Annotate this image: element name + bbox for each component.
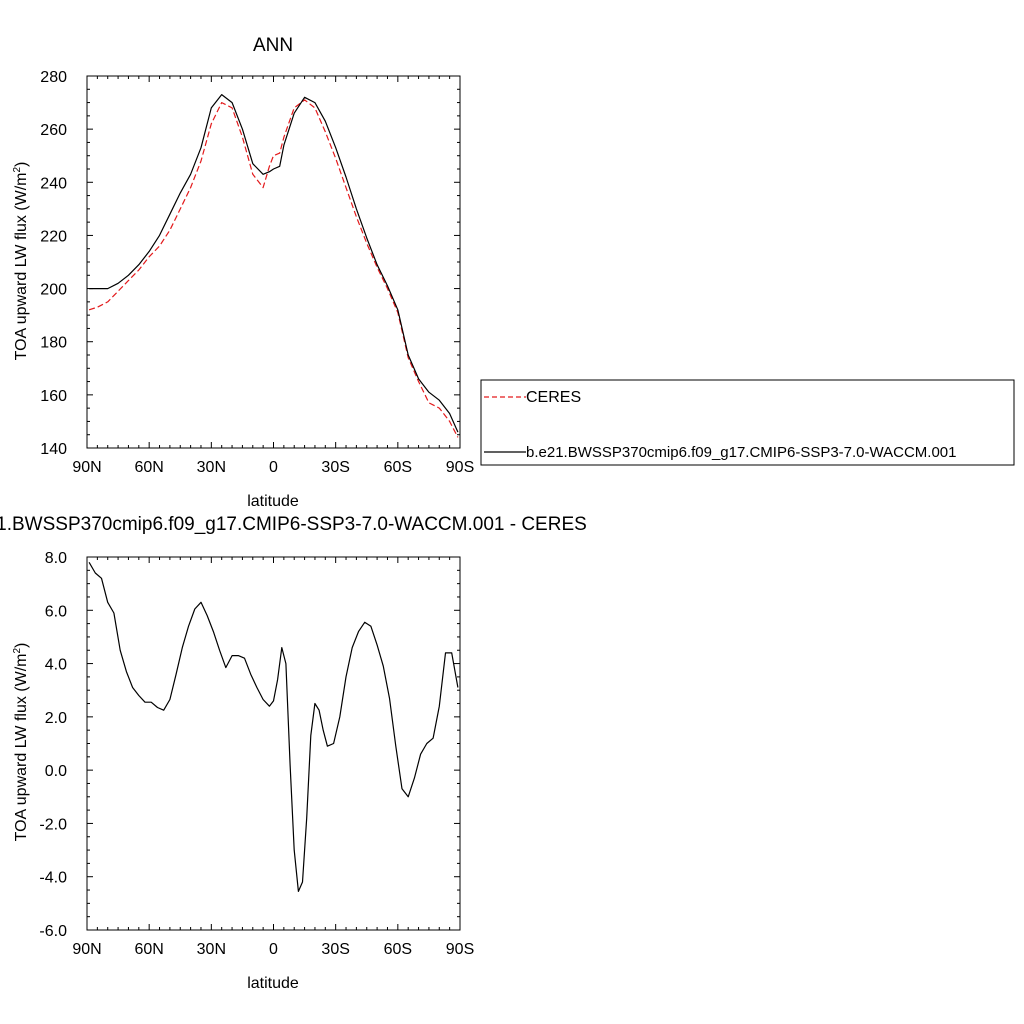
- series-line-bottom-0: [88, 561, 459, 893]
- x-tick-label: 60S: [384, 941, 412, 958]
- chart-top-ylabel-sup: 2: [12, 167, 23, 173]
- chart-bottom-ylabel-sup: 2: [12, 648, 23, 654]
- x-tick-label: 30S: [321, 941, 349, 958]
- y-tick-label: -4.0: [39, 870, 67, 887]
- chart-bottom-xlabel: latitude: [247, 975, 299, 992]
- y-tick-label: 280: [40, 69, 67, 86]
- y-tick-label: 160: [40, 388, 67, 405]
- chart-top-title: ANN: [253, 35, 293, 56]
- legend-label-ceres: CERES: [526, 389, 581, 406]
- x-tick-label: 30S: [321, 459, 349, 476]
- x-tick-label: 30N: [197, 459, 226, 476]
- x-tick-label: 90N: [72, 459, 101, 476]
- x-tick-label: 60N: [134, 459, 163, 476]
- x-tick-label: 0: [269, 941, 278, 958]
- chart-bottom-ylabel-tail: ): [13, 643, 30, 648]
- x-tick-label: 60N: [134, 941, 163, 958]
- y-tick-label: 6.0: [45, 603, 67, 620]
- series-line-top-0: [88, 99, 459, 438]
- chart-bottom-plot: 90N 60N 30N 0 30S 60S 90S -6.0 -4.0 -2.0 0.0 2.0 4.0…: [39, 550, 474, 958]
- x-tick-label: 0: [269, 459, 278, 476]
- chart-top-xlabel: latitude: [247, 493, 299, 510]
- chart-bottom-ylabel-main: TOA upward LW flux (W/m: [13, 654, 30, 842]
- plot-frame-top: [86, 75, 461, 449]
- y-tick-label: 220: [40, 228, 67, 245]
- plot-frame-bottom: [86, 556, 461, 931]
- y-tick-label: 180: [40, 335, 67, 352]
- y-tick-label: 260: [40, 122, 67, 139]
- y-tick-label: -2.0: [39, 816, 67, 833]
- legend-label-model: b.e21.BWSSP370cmip6.f09_g17.CMIP6-SSP3-7…: [526, 444, 956, 461]
- chart-top: ANN 90N 60N 30N 0 30S 60S 90S 140 160 180 200 220 24…: [12, 35, 474, 510]
- legend-box: [480, 379, 1015, 466]
- y-tick-label: 240: [40, 175, 67, 192]
- y-tick-label: 2.0: [45, 710, 67, 727]
- y-tick-label: 0.0: [45, 763, 67, 780]
- chart-bottom-title: b.e21.BWSSP370cmip6.f09_g17.CMIP6-SSP3-7…: [0, 514, 587, 535]
- y-tick-label: -6.0: [39, 923, 67, 940]
- y-tick-label: 4.0: [45, 657, 67, 674]
- chart-top-plot: 90N 60N 30N 0 30S 60S 90S 140 160 180 200 220 240 260…: [40, 69, 474, 476]
- x-tick-label: 90S: [446, 459, 474, 476]
- y-tick-label: 200: [40, 282, 67, 299]
- chart-top-ylabel-tail: ): [13, 162, 30, 167]
- chart-bottom-ylabel: TOA upward LW flux (W/m2): [12, 643, 30, 842]
- chart-legend: CERES b.e21.BWSSP370cmip6.f09_g17.CMIP6-…: [480, 379, 1015, 466]
- y-tick-label: 8.0: [45, 550, 67, 567]
- x-tick-label: 60S: [384, 459, 412, 476]
- chart-bottom: b.e21.BWSSP370cmip6.f09_g17.CMIP6-SSP3-7…: [0, 514, 587, 992]
- x-tick-label: 90S: [446, 941, 474, 958]
- x-tick-label: 90N: [72, 941, 101, 958]
- y-tick-label: 140: [40, 441, 67, 458]
- chart-top-ylabel: TOA upward LW flux (W/m2): [12, 162, 30, 361]
- series-line-top-1: [89, 93, 459, 433]
- chart-top-ylabel-main: TOA upward LW flux (W/m: [13, 173, 30, 361]
- x-tick-label: 30N: [197, 941, 226, 958]
